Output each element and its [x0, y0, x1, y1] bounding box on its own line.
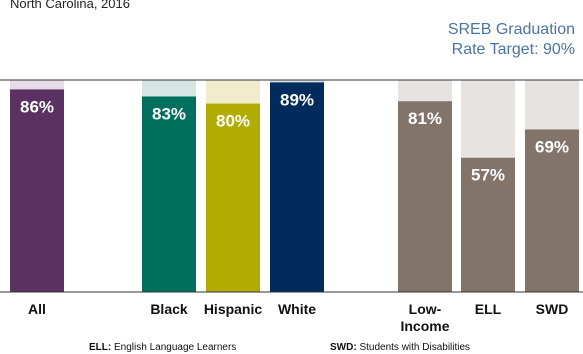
bar-gap-low-income — [398, 80, 452, 102]
footnote-swd-text: Students with Disabilities — [356, 342, 471, 353]
bar-gap-hispanic — [206, 80, 260, 104]
bar-black — [142, 96, 196, 292]
category-label-all: All — [28, 301, 46, 317]
chart-subtitle: North Carolina, 2016 — [10, 0, 130, 11]
data-label-low-income: 81% — [408, 109, 442, 128]
bar-gap-swd — [525, 80, 579, 130]
category-label-hispanic: Hispanic — [204, 301, 263, 317]
category-label-swd: SWD — [536, 301, 569, 317]
bar-ell — [461, 157, 515, 292]
bar-hispanic — [206, 103, 260, 292]
bar-gap-black — [142, 80, 196, 97]
bar-white — [270, 82, 324, 292]
target-label-line-2: Rate Target: 90% — [451, 41, 575, 58]
footnote-swd-abbr: SWD: — [330, 342, 357, 353]
category-label-white: White — [278, 301, 316, 317]
category-label-low-income: Low- — [409, 301, 442, 317]
footnote-swd: SWD: Students with Disabilities — [330, 342, 470, 354]
data-label-ell: 57% — [471, 166, 505, 185]
category-label-low-income-1: Income — [400, 318, 449, 334]
category-label-black: Black — [150, 301, 188, 317]
data-label-black: 83% — [152, 104, 186, 123]
category-label-ell: ELL — [475, 301, 502, 317]
bar-gap-white — [270, 80, 324, 83]
bar-gap-all — [10, 80, 64, 90]
bar-swd — [525, 129, 579, 292]
data-label-all: 86% — [20, 97, 54, 116]
target-label: SREB Graduation Rate Target: 90% — [448, 20, 575, 60]
data-label-hispanic: 80% — [216, 112, 250, 131]
bar-low-income — [398, 101, 452, 292]
footnote-ell-text: English Language Learners — [111, 342, 237, 353]
bar-gap-ell — [461, 80, 515, 158]
target-label-line-1: SREB Graduation — [447, 21, 575, 38]
footnote-ell: ELL: English Language Learners — [89, 342, 236, 354]
footnote-ell-abbr: ELL: — [89, 342, 112, 353]
data-label-white: 89% — [280, 90, 314, 109]
bar-all — [10, 89, 64, 292]
data-label-swd: 69% — [535, 137, 569, 156]
